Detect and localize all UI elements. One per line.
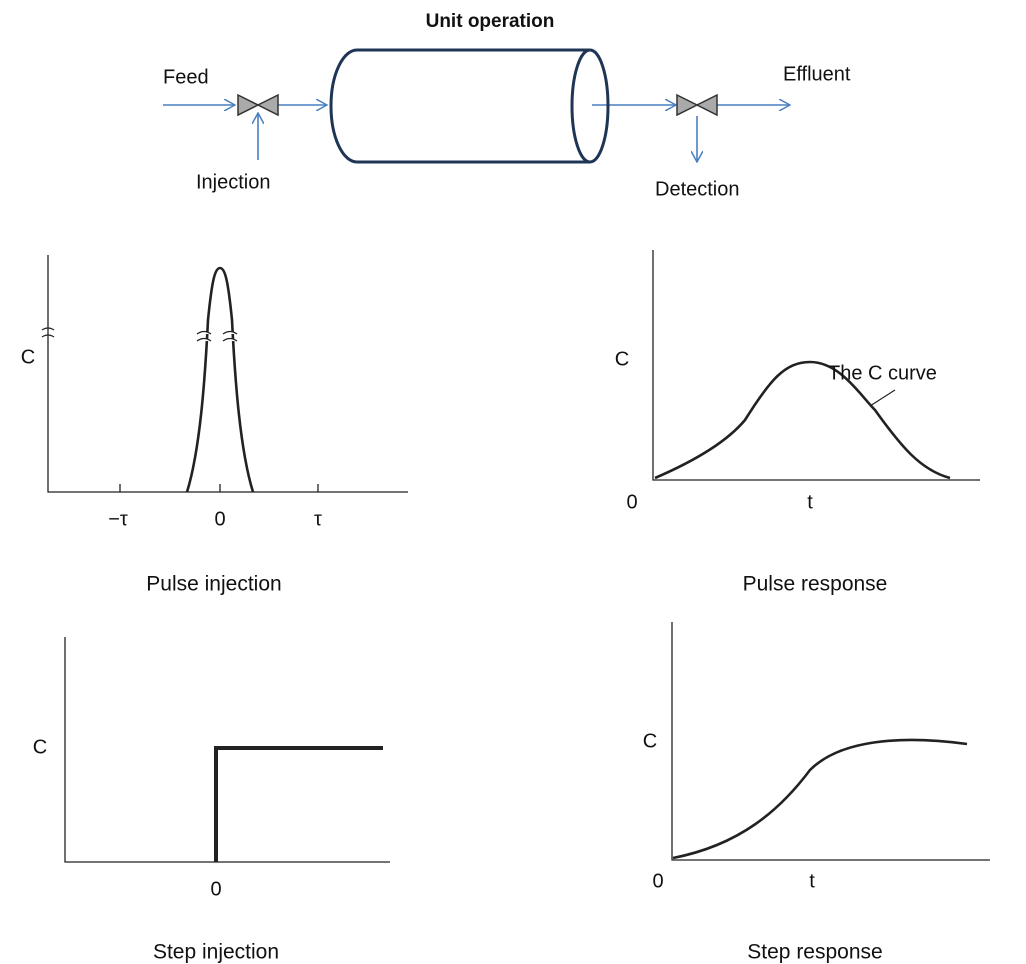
y-label: C bbox=[643, 730, 657, 752]
detection-label: Detection bbox=[655, 178, 740, 200]
x-label: −τ bbox=[108, 508, 128, 530]
pulse-injection-plot bbox=[41, 255, 408, 493]
flow-lines bbox=[163, 105, 790, 162]
step-response-plot bbox=[671, 622, 990, 861]
y-label: C bbox=[33, 736, 47, 758]
title: Unit operation bbox=[426, 11, 555, 32]
y-label: C bbox=[615, 348, 629, 370]
x-label: 0 bbox=[210, 878, 221, 900]
injection-label: Injection bbox=[196, 171, 271, 193]
origin-label: 0 bbox=[626, 491, 637, 513]
step-injection-plot bbox=[64, 637, 390, 863]
origin-label: 0 bbox=[652, 870, 663, 892]
annotation: The C curve bbox=[828, 362, 937, 384]
caption: Step injection bbox=[153, 941, 279, 964]
x-label: t bbox=[809, 870, 815, 892]
vessel bbox=[329, 48, 610, 164]
y-label: C bbox=[21, 346, 35, 368]
effluent-label: Effluent bbox=[783, 63, 851, 85]
x-label: 0 bbox=[214, 508, 225, 530]
caption: Step response bbox=[747, 941, 882, 964]
pulse-response-plot bbox=[652, 250, 980, 481]
caption: Pulse injection bbox=[146, 573, 281, 596]
valve bbox=[676, 93, 718, 117]
x-label: t bbox=[807, 491, 813, 513]
valve bbox=[237, 93, 279, 117]
feed-label: Feed bbox=[163, 66, 209, 88]
x-label: τ bbox=[314, 508, 322, 530]
caption: Pulse response bbox=[743, 573, 888, 596]
